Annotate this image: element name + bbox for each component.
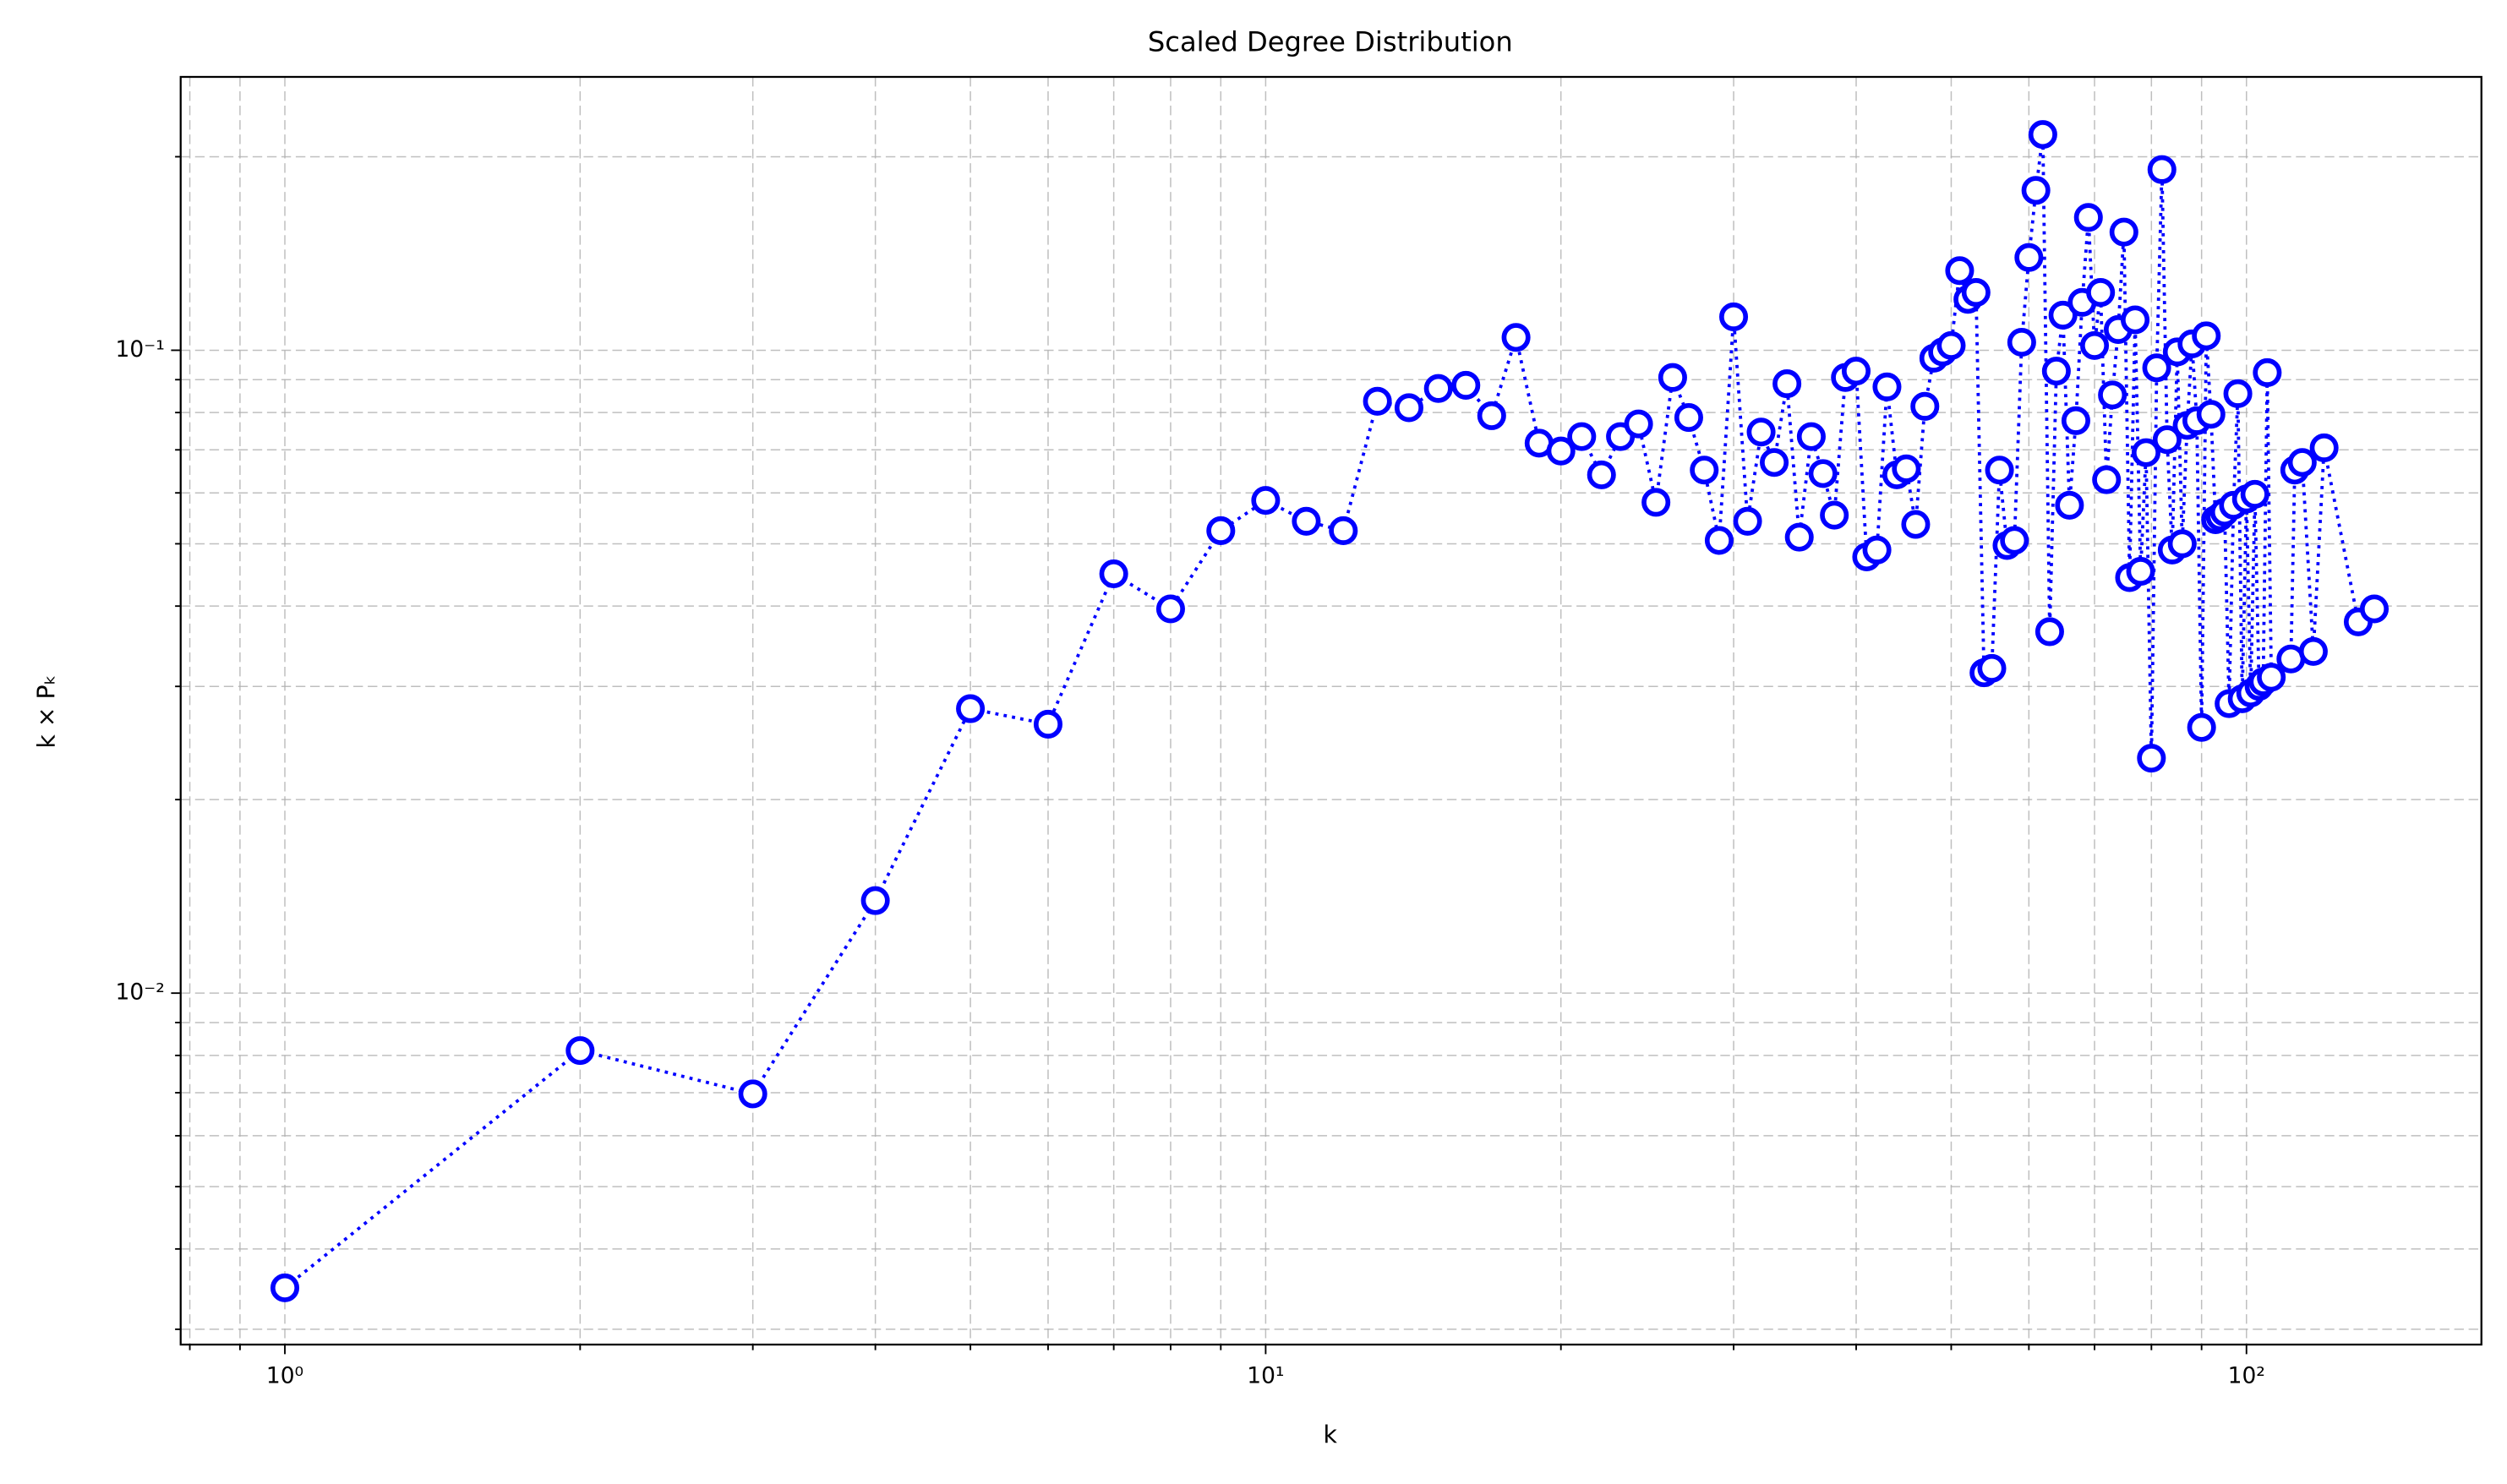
data-point <box>2035 617 2064 647</box>
data-point <box>1772 369 1802 399</box>
data-point <box>1733 506 1762 536</box>
data-point <box>2223 379 2253 408</box>
data-point <box>2147 155 2177 184</box>
data-point <box>2359 594 2390 624</box>
x-tick-label: 10² <box>2228 1362 2265 1389</box>
data-point <box>2152 425 2182 455</box>
data-point <box>2092 465 2122 494</box>
data-point <box>1820 500 1849 530</box>
plot-area <box>270 120 2390 1302</box>
data-point <box>1501 323 1531 352</box>
data-point <box>2021 176 2051 205</box>
data-point <box>2126 557 2155 587</box>
data-point <box>2041 357 2071 386</box>
data-point <box>1784 522 1814 552</box>
y-tick-label: 10⁻² <box>116 979 165 1006</box>
data-point <box>1690 456 1719 485</box>
data-point <box>738 1079 767 1109</box>
data-point <box>1292 506 1321 536</box>
data-point <box>2187 712 2216 742</box>
data-point <box>2121 305 2150 335</box>
data-point <box>2240 479 2269 509</box>
data-point <box>2131 438 2161 467</box>
data-point <box>1251 486 1281 516</box>
data-point <box>2257 663 2286 692</box>
data-point <box>2028 120 2057 150</box>
data-point <box>565 1036 595 1066</box>
data-point <box>1155 594 1185 624</box>
data-point <box>1945 256 1974 286</box>
x-axis-label: k <box>1324 1421 1338 1449</box>
data-point <box>2253 357 2282 387</box>
data-point <box>2098 380 2127 410</box>
data-point <box>1977 653 2007 683</box>
data-point <box>1451 370 1481 400</box>
data-point <box>1624 409 1653 439</box>
data-point <box>1423 374 1453 403</box>
data-point <box>1033 709 1062 739</box>
data-point <box>270 1273 300 1302</box>
data-point <box>1674 402 1703 433</box>
data-point <box>1546 436 1576 466</box>
data-point <box>1746 417 1776 447</box>
data-point <box>860 886 890 915</box>
data-point <box>2086 278 2116 308</box>
data-point <box>1719 302 1749 331</box>
data-point <box>1567 422 1597 451</box>
data-point <box>2192 321 2221 351</box>
data-point <box>2079 330 2110 360</box>
data-point <box>2014 243 2044 272</box>
x-tick-label: 10¹ <box>1247 1362 1284 1389</box>
data-point <box>2055 490 2084 520</box>
data-point <box>1329 516 1358 545</box>
data-point <box>1985 456 2014 485</box>
y-axis-label: k × Pₖ <box>33 674 61 748</box>
data-point <box>2196 400 2226 429</box>
data-point <box>2007 327 2036 357</box>
data-point <box>2061 406 2090 435</box>
data-point <box>1862 535 1892 565</box>
x-tick-label: 10⁰ <box>266 1362 303 1389</box>
data-point <box>2298 636 2328 666</box>
data-point <box>1872 372 1902 401</box>
data-point <box>1808 459 1838 488</box>
data-point <box>1841 357 1871 386</box>
chart-title: Scaled Degree Distribution <box>1148 25 1513 57</box>
data-point <box>2000 526 2029 555</box>
data-point <box>2048 300 2078 330</box>
y-tick-label: 10⁻¹ <box>116 336 165 363</box>
data-point <box>1477 401 1506 430</box>
data-point <box>2287 448 2317 477</box>
data-point <box>2109 217 2138 247</box>
data-point <box>956 694 986 723</box>
data-point <box>2073 203 2103 232</box>
data-point <box>1641 488 1671 517</box>
data-point <box>1099 559 1128 589</box>
data-point <box>2142 353 2171 383</box>
data-point <box>1760 448 1789 477</box>
data-point <box>1394 393 1423 423</box>
data-point <box>1892 454 1921 483</box>
ticks: 10⁰ 10¹ 10² 10⁻² 10⁻¹ <box>116 155 2265 1389</box>
data-point <box>1704 526 1734 555</box>
data-point <box>1658 363 1687 392</box>
data-point <box>1206 516 1236 545</box>
grid <box>180 76 2482 1345</box>
data-point <box>1936 330 1966 360</box>
data-point <box>1587 460 1616 489</box>
data-point <box>1961 278 1991 308</box>
data-point <box>1796 422 1826 451</box>
axes-frame <box>179 75 2482 1346</box>
data-point <box>2167 529 2197 559</box>
data-point <box>1910 391 1940 421</box>
data-point <box>2309 433 2339 462</box>
data-point <box>2137 744 2166 773</box>
data-point <box>1901 510 1931 539</box>
data-point <box>1363 386 1392 416</box>
